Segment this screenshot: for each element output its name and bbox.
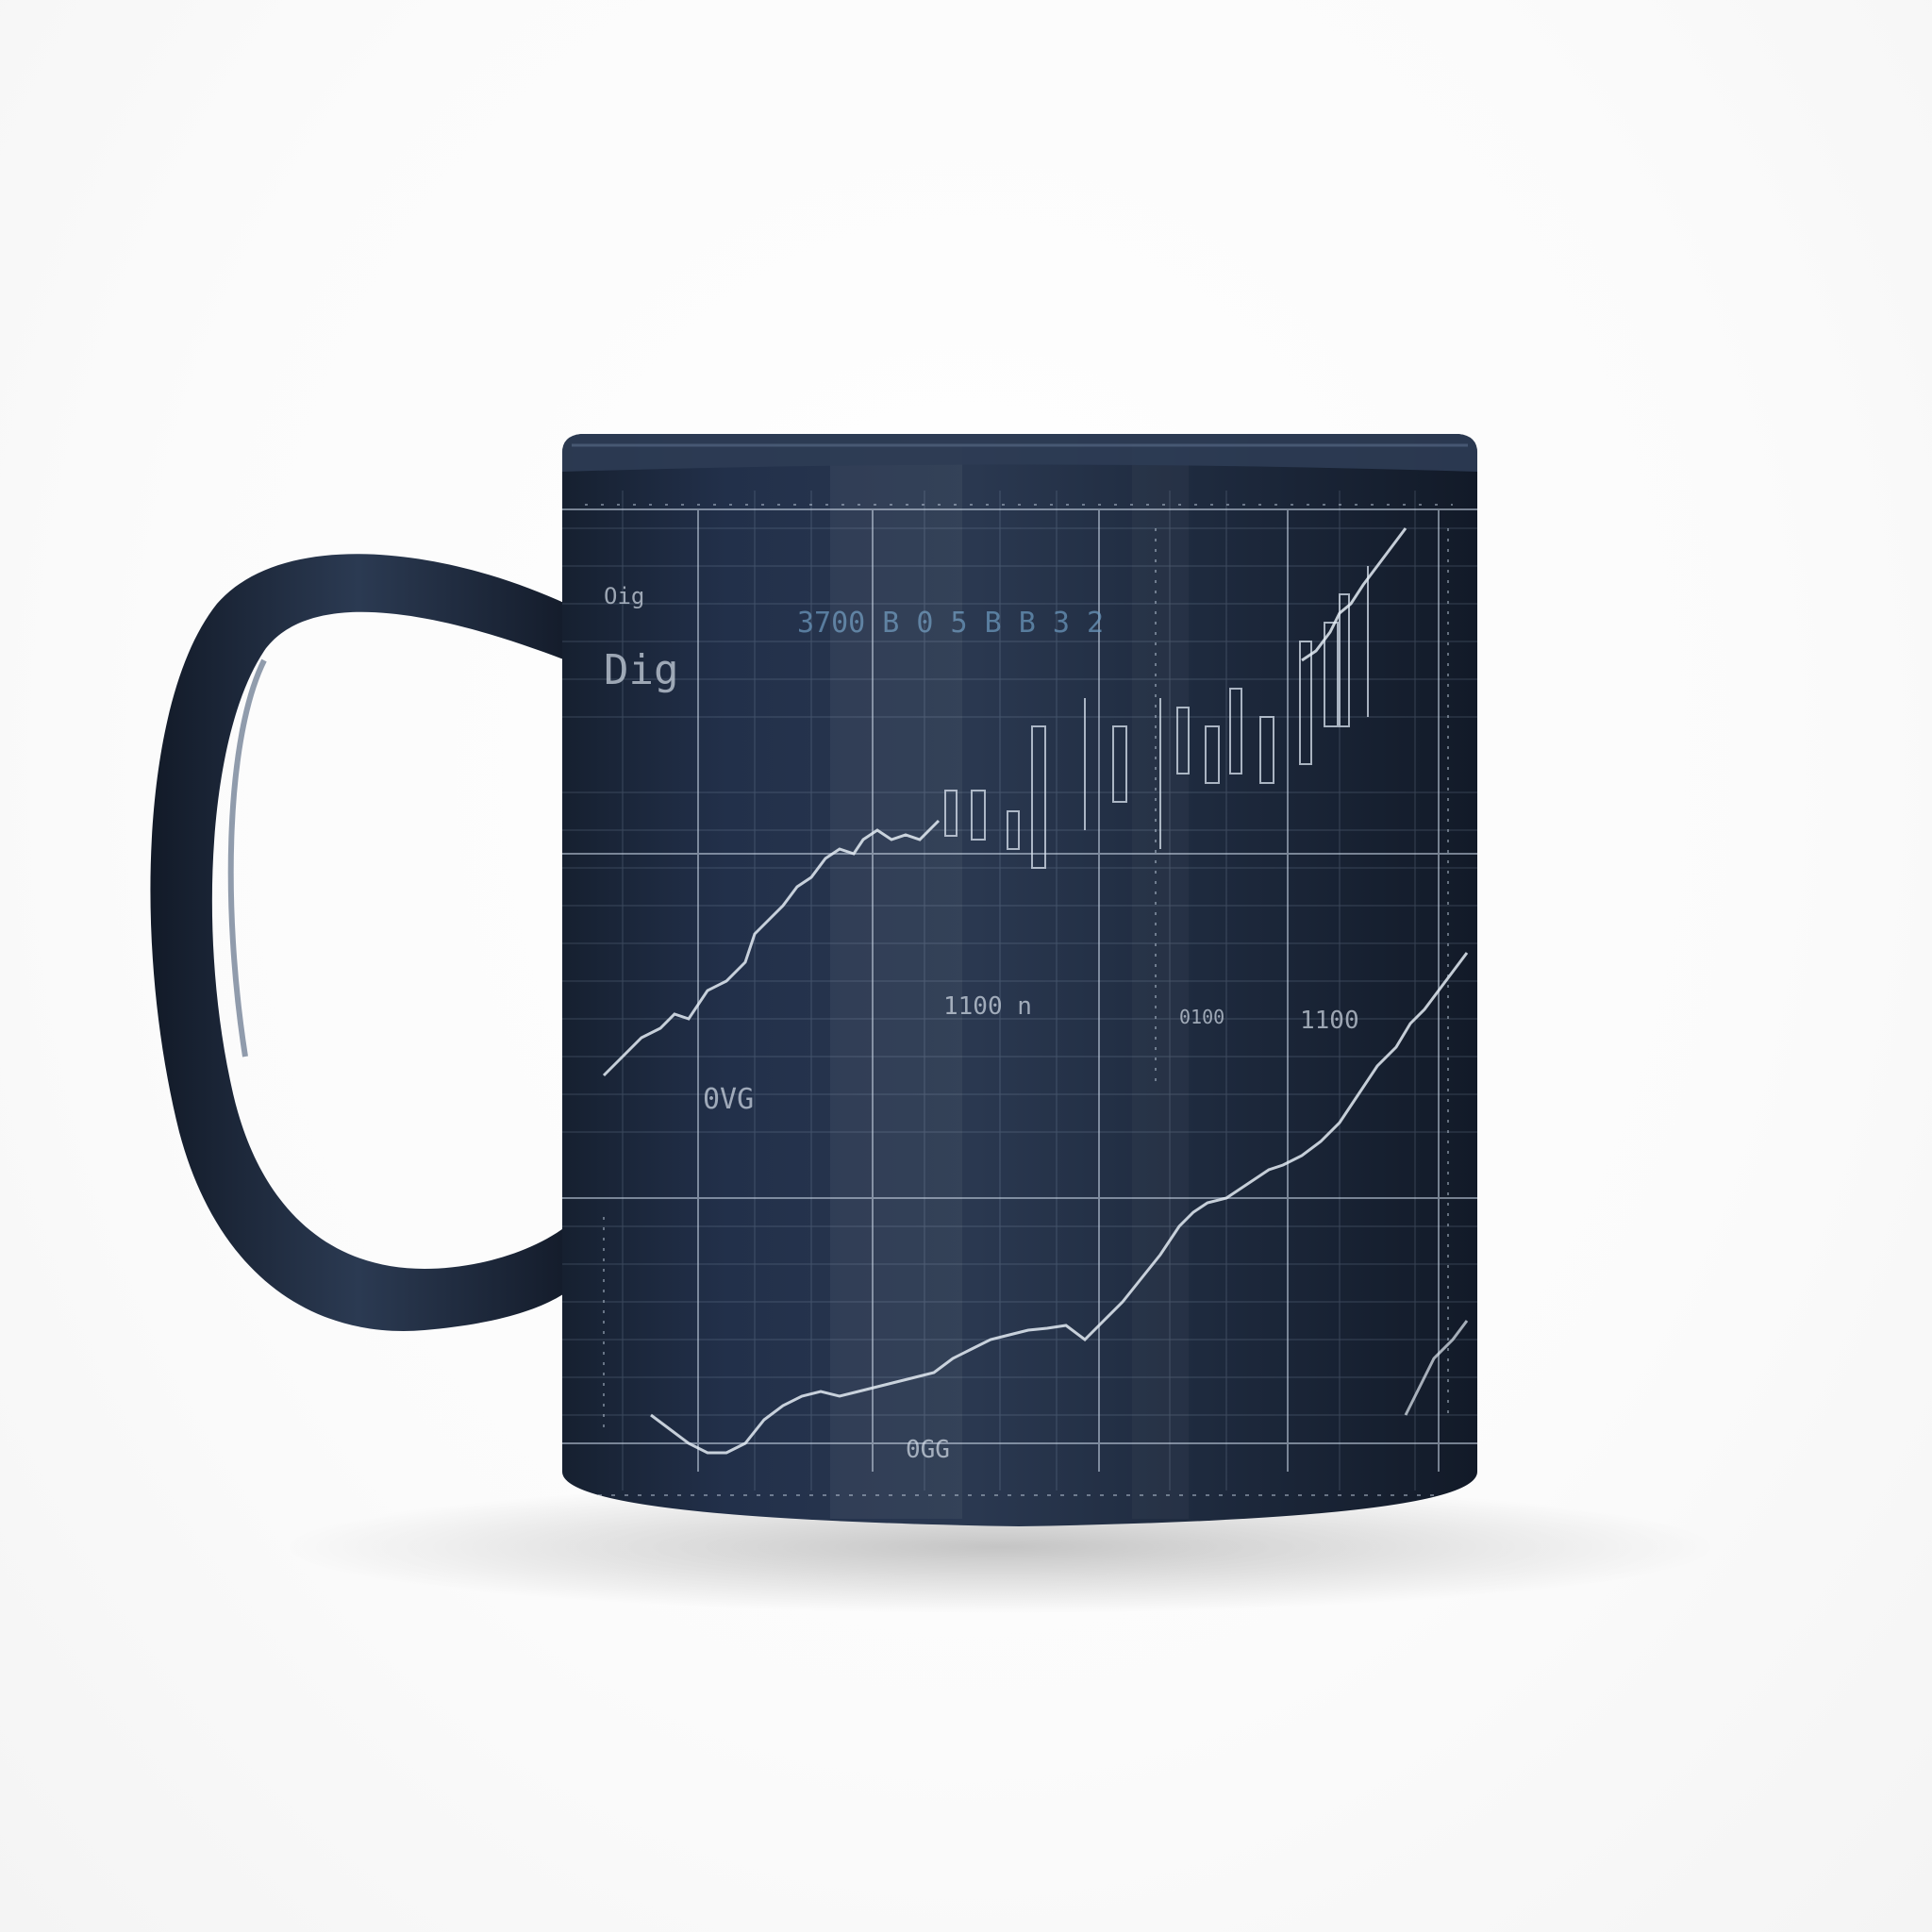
mug-header-text: 3700 B 0 5 B B 3 2 [797,607,1104,640]
mug-rim [562,434,1477,472]
mug-label-bottom: 0GG [906,1436,950,1464]
chart-line-upper [602,819,941,1077]
mug-label-lower-left: 0VG [703,1083,754,1116]
mug-handle [150,554,566,1331]
mug-body [562,434,1477,1526]
mug-label-left-big: Dig [604,646,678,694]
mug-label-top-left: Oig [604,583,644,609]
mug-label-mid-3: 0100 [1179,1006,1224,1028]
mug-label-mid-2: 1100 [1300,1007,1359,1035]
mug-print-pattern: 3700 B 0 5 B B 3 2 Oig Dig 1100 n 1100 0… [562,443,1477,1519]
chart-line-lower [650,952,1469,1455]
ground-shadow [283,1481,1717,1613]
mug-label-mid-1: 1100 n [943,992,1032,1021]
